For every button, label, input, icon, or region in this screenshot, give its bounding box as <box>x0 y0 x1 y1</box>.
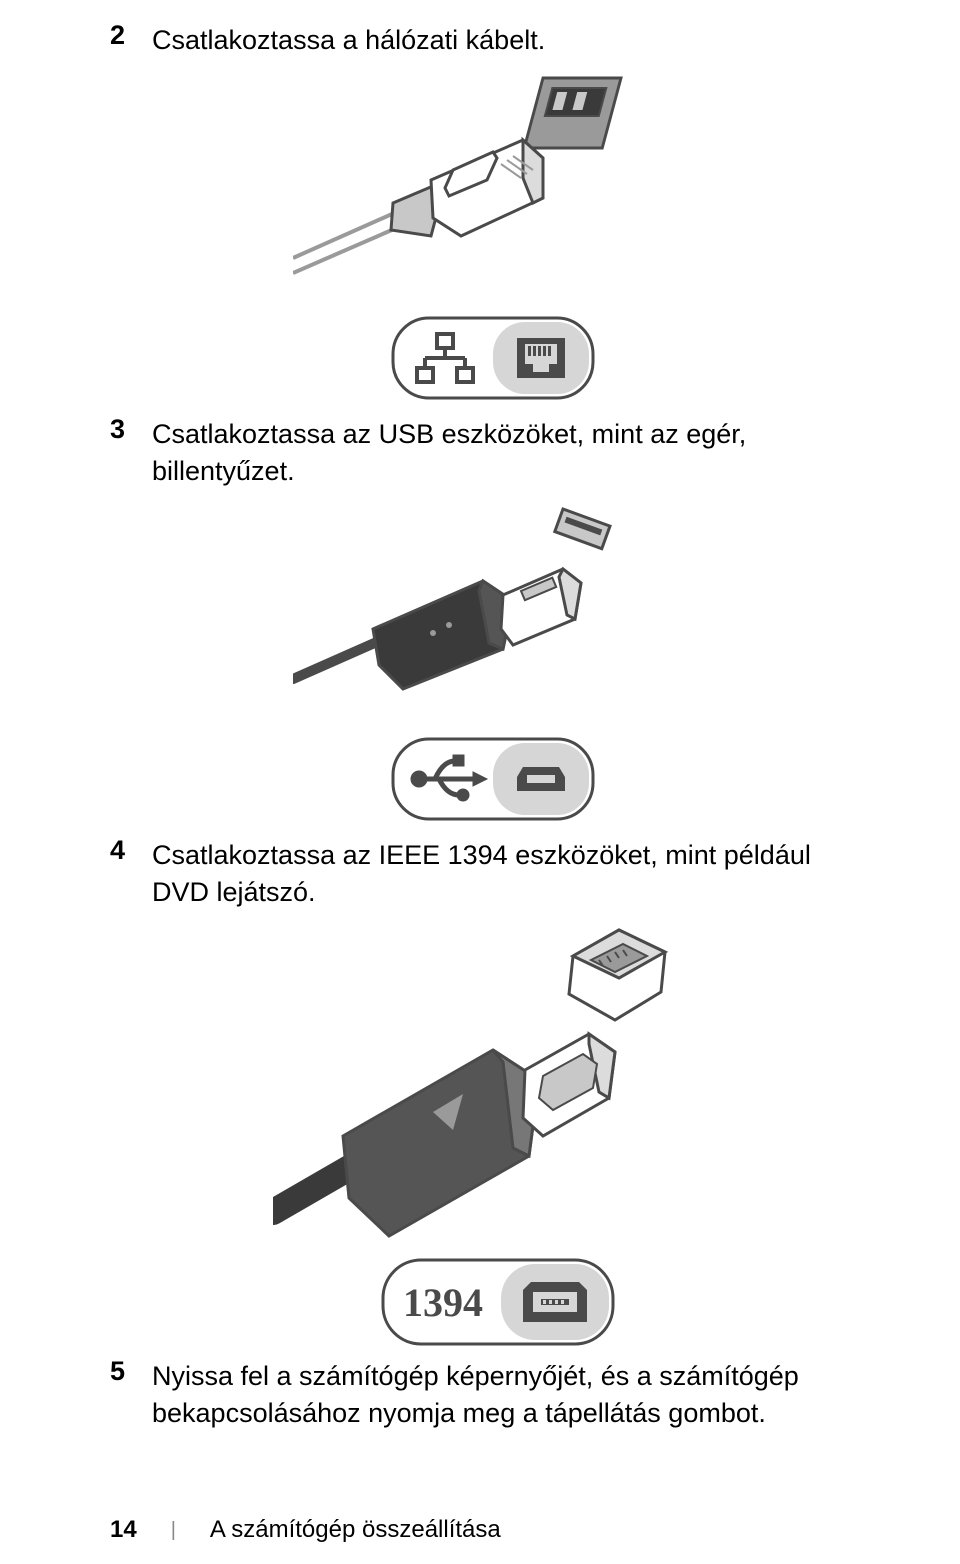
step-2: 2 Csatlakoztassa a hálózati kábelt. <box>110 20 875 58</box>
step-text: Nyissa fel a számítógép képernyőjét, és … <box>152 1356 875 1431</box>
step-text: Csatlakoztassa az USB eszközöket, mint a… <box>152 414 875 489</box>
step-number: 4 <box>110 835 130 866</box>
step-text: Csatlakoztassa a hálózati kábelt. <box>152 20 545 58</box>
ieee1394-label: 1394 <box>403 1280 483 1325</box>
page-footer: 14 | A számítógép összeállítása <box>110 1516 501 1544</box>
illustration-ethernet <box>110 68 875 408</box>
step-4: 4 Csatlakoztassa az IEEE 1394 eszközöket… <box>110 835 875 910</box>
illustration-usb <box>110 499 875 829</box>
step-number: 3 <box>110 414 130 445</box>
step-3: 3 Csatlakoztassa az USB eszközöket, mint… <box>110 414 875 489</box>
usb-plug-svg <box>293 499 693 829</box>
footer-separator: | <box>171 1519 176 1542</box>
step-5: 5 Nyissa fel a számítógép képernyőjét, é… <box>110 1356 875 1431</box>
page-number: 14 <box>110 1516 137 1544</box>
ethernet-plug-svg <box>293 68 693 408</box>
firewire-plug-svg: 1394 <box>273 920 713 1350</box>
step-number: 5 <box>110 1356 130 1387</box>
section-title: A számítógép összeállítása <box>210 1516 501 1544</box>
illustration-firewire: 1394 <box>110 920 875 1350</box>
step-text: Csatlakoztassa az IEEE 1394 eszközöket, … <box>152 835 875 910</box>
step-number: 2 <box>110 20 130 51</box>
